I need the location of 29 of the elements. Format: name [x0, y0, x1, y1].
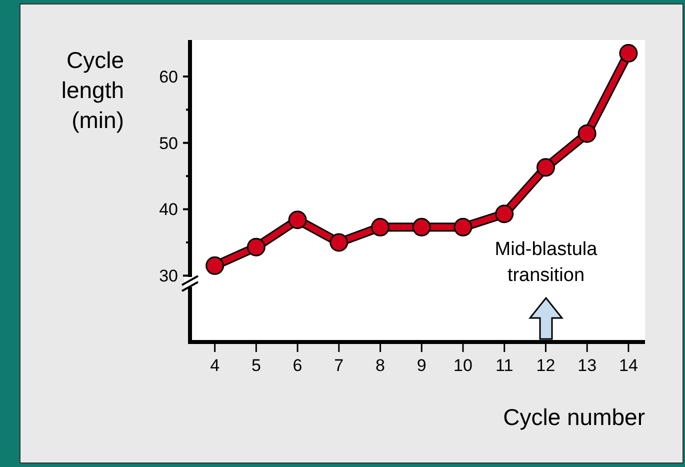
point: [495, 204, 514, 224]
point: [536, 158, 555, 177]
annotation: Mid-blastula transition: [494, 239, 598, 286]
x-tick-label: 10: [454, 356, 472, 375]
x-tick-label: 6: [292, 356, 302, 375]
x-tick-label: 9: [416, 356, 426, 375]
point: [371, 218, 390, 236]
point: [330, 233, 348, 252]
x-tick-label: 13: [578, 356, 597, 375]
y-tick-label: 40: [159, 200, 178, 220]
point: [454, 218, 472, 236]
x-tick-label: 12: [536, 356, 556, 375]
point: [288, 210, 307, 230]
y-tick-label: 50: [159, 134, 178, 153]
x-tick-label: 5: [251, 356, 261, 375]
x-tick-label: 14: [618, 356, 638, 375]
point: [412, 218, 431, 236]
point: [578, 124, 596, 143]
point: [246, 238, 266, 256]
y-tick-label: 30: [159, 266, 178, 286]
x-tick-label: 11: [496, 356, 514, 375]
x-tick-label: 8: [376, 356, 386, 375]
point: [206, 256, 224, 275]
point: [619, 44, 638, 63]
x-tick-label: 4: [210, 356, 220, 375]
x-axis-title: Cycle number: [503, 404, 646, 430]
x-tick-label: 7: [334, 356, 344, 375]
y-tick-label: 60: [159, 67, 178, 86]
y-axis-title: Cycle length (min): [61, 47, 124, 133]
